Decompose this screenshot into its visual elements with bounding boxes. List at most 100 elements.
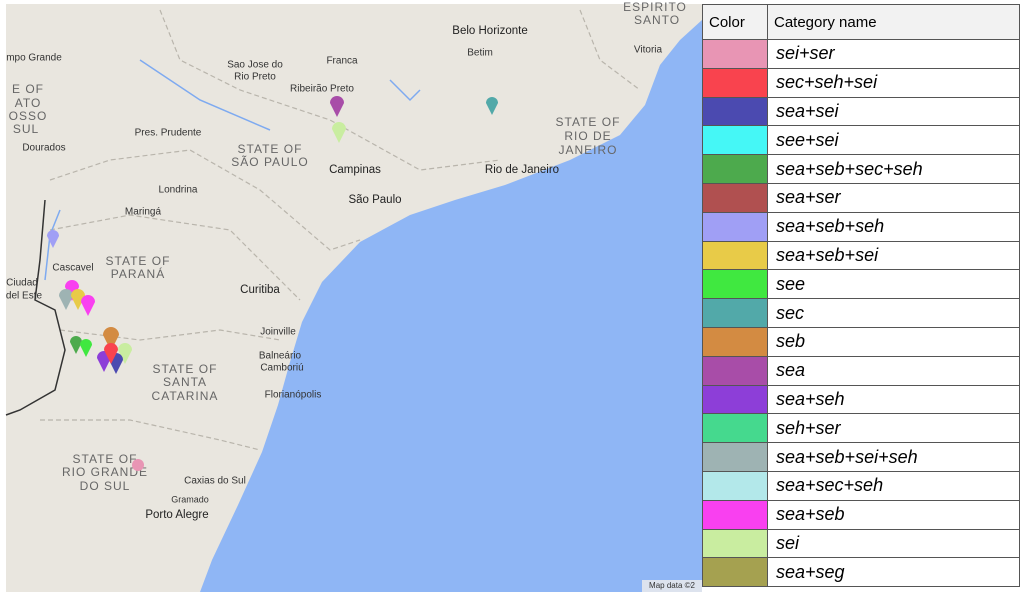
pin — [104, 343, 118, 364]
label: Joinville — [260, 327, 296, 338]
pin — [59, 289, 73, 310]
label: SANTO — [634, 13, 680, 27]
legend-row: sei+ser — [702, 39, 1020, 69]
pin — [103, 327, 119, 351]
legend-row: sea+seb+sei — [702, 240, 1020, 271]
legend-name: sea+seb+seh — [767, 211, 1020, 242]
legend-name: sea+seh — [767, 384, 1020, 415]
label: Dourados — [22, 143, 65, 154]
label: Gramado — [171, 494, 209, 504]
legend-name: sea+ser — [767, 182, 1020, 213]
label: SUL — [13, 122, 39, 136]
legend-swatch — [702, 442, 768, 472]
label: mpo Grande — [6, 53, 62, 64]
label: Vitoria — [634, 45, 663, 56]
legend-swatch — [702, 298, 768, 328]
label: Belo Horizonte — [452, 25, 527, 37]
legend-name: sea — [767, 355, 1020, 386]
label: Franca — [326, 56, 358, 67]
place-labels: ESPIRITO SANTO Vitoria Belo Horizonte Be… — [6, 0, 687, 521]
legend-row: sea+seb+sei+seh — [702, 442, 1020, 472]
legend-swatch — [702, 355, 768, 386]
label: OSSO — [9, 109, 48, 123]
label: Rio Preto — [234, 72, 276, 83]
legend-swatch — [702, 528, 768, 559]
legend-row: sea+seg — [702, 557, 1020, 588]
legend-row: see — [702, 269, 1020, 300]
label: Florianópolis — [265, 390, 322, 401]
legend-swatch — [702, 326, 768, 357]
legend-row: sea+seb+sec+seh — [702, 154, 1020, 184]
label: del Este — [6, 291, 43, 302]
label: Betim — [467, 48, 493, 59]
legend-row: seh+ser — [702, 413, 1020, 444]
label: Campinas — [329, 164, 381, 176]
legend-row: see+sei — [702, 125, 1020, 156]
legend-row: sea — [702, 355, 1020, 386]
legend-name: sea+sei — [767, 96, 1020, 127]
legend-row: sei — [702, 528, 1020, 559]
pin — [118, 343, 132, 364]
legend-swatch — [702, 39, 768, 69]
pin — [70, 336, 82, 354]
label: São Paulo — [348, 194, 401, 206]
pin — [132, 459, 144, 471]
legend-swatch — [702, 499, 768, 530]
legend-row: sea+seb — [702, 499, 1020, 530]
pin — [81, 295, 95, 316]
legend-row: sec+seh+sei — [702, 67, 1020, 98]
label: Rio de Janeiro — [485, 164, 559, 176]
legend-row: sea+sei — [702, 96, 1020, 127]
legend-swatch — [702, 67, 768, 98]
label: RIO GRANDE — [62, 465, 148, 479]
legend-row: seb — [702, 326, 1020, 357]
label: STATE OF — [73, 452, 138, 466]
country-border — [5, 199, 66, 416]
legend-swatch — [702, 211, 768, 242]
label: SÃO PAULO — [231, 155, 308, 169]
legend-row: sea+seb+seh — [702, 211, 1020, 242]
label: ESPIRITO — [623, 0, 687, 14]
label: E OF — [12, 82, 44, 96]
legend-row: sea+sec+seh — [702, 470, 1020, 501]
legend-swatch — [702, 240, 768, 271]
pins — [47, 96, 498, 471]
legend-row: sea+seh — [702, 384, 1020, 415]
label: Porto Alegre — [145, 509, 208, 521]
label: STATE OF — [238, 142, 303, 156]
legend-swatch — [702, 470, 768, 501]
legend-name: sec — [767, 298, 1020, 328]
legend-swatch — [702, 384, 768, 415]
label: STATE OF — [556, 115, 621, 129]
legend-name: sea+seb+sei — [767, 240, 1020, 271]
label: Ribeirão Preto — [290, 84, 354, 95]
legend-name: sea+seg — [767, 557, 1020, 588]
label: Cascavel — [52, 263, 93, 274]
label: STATE OF — [153, 362, 218, 376]
label: CATARINA — [152, 389, 219, 403]
pin — [71, 289, 85, 310]
label: Pres. Prudente — [135, 128, 202, 139]
legend-name: sec+seh+sei — [767, 67, 1020, 98]
legend-swatch — [702, 96, 768, 127]
label: SANTA — [163, 375, 207, 389]
label: PARANÁ — [111, 266, 165, 281]
pin — [332, 122, 346, 143]
label: Curitiba — [240, 284, 280, 296]
legend-name: see — [767, 269, 1020, 300]
legend-swatch — [702, 557, 768, 588]
legend: Color Category name sei+ser sec+seh+sei se… — [702, 4, 1020, 588]
legend-swatch — [702, 154, 768, 184]
legend-name: sea+sec+seh — [767, 470, 1020, 501]
legend-name: sea+seb — [767, 499, 1020, 530]
attribution-bg — [642, 580, 702, 592]
label: Sao Jose do — [227, 60, 283, 71]
label: DO SUL — [80, 479, 131, 493]
label: Ciudad — [6, 278, 38, 289]
label: Londrina — [159, 185, 198, 196]
legend-row: sea+ser — [702, 182, 1020, 213]
label: Caxias do Sul — [184, 476, 246, 487]
legend-name: see+sei — [767, 125, 1020, 156]
attribution: Map data ©2 — [649, 581, 695, 590]
